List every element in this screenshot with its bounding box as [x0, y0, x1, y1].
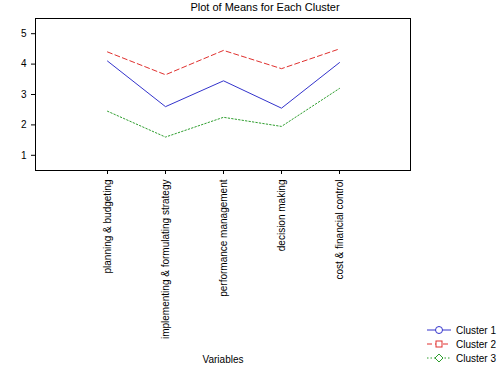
svg-text:2: 2 [21, 119, 27, 130]
svg-text:4: 4 [21, 58, 27, 69]
svg-text:cost & financial control: cost & financial control [334, 180, 345, 280]
html-text:Plot of Means for Each Cluster: Plot of Means for Each Cluster [190, 1, 340, 13]
svg-text:implementing & formulating str: implementing & formulating strategy [160, 180, 171, 340]
svg-text:decision making: decision making [276, 180, 287, 252]
svg-text:3: 3 [21, 89, 27, 100]
svg-text:performance management: performance management [218, 179, 229, 297]
html-text:Cluster 2: Cluster 2 [456, 338, 496, 350]
html-text:Cluster 1: Cluster 1 [456, 324, 496, 336]
svg-text:1: 1 [21, 150, 27, 161]
svg-text:5: 5 [21, 28, 27, 39]
html-text:Cluster 3: Cluster 3 [456, 352, 496, 364]
svg-text:Variables: Variables [203, 354, 244, 365]
svg-text:planning & budgeting: planning & budgeting [102, 180, 113, 274]
